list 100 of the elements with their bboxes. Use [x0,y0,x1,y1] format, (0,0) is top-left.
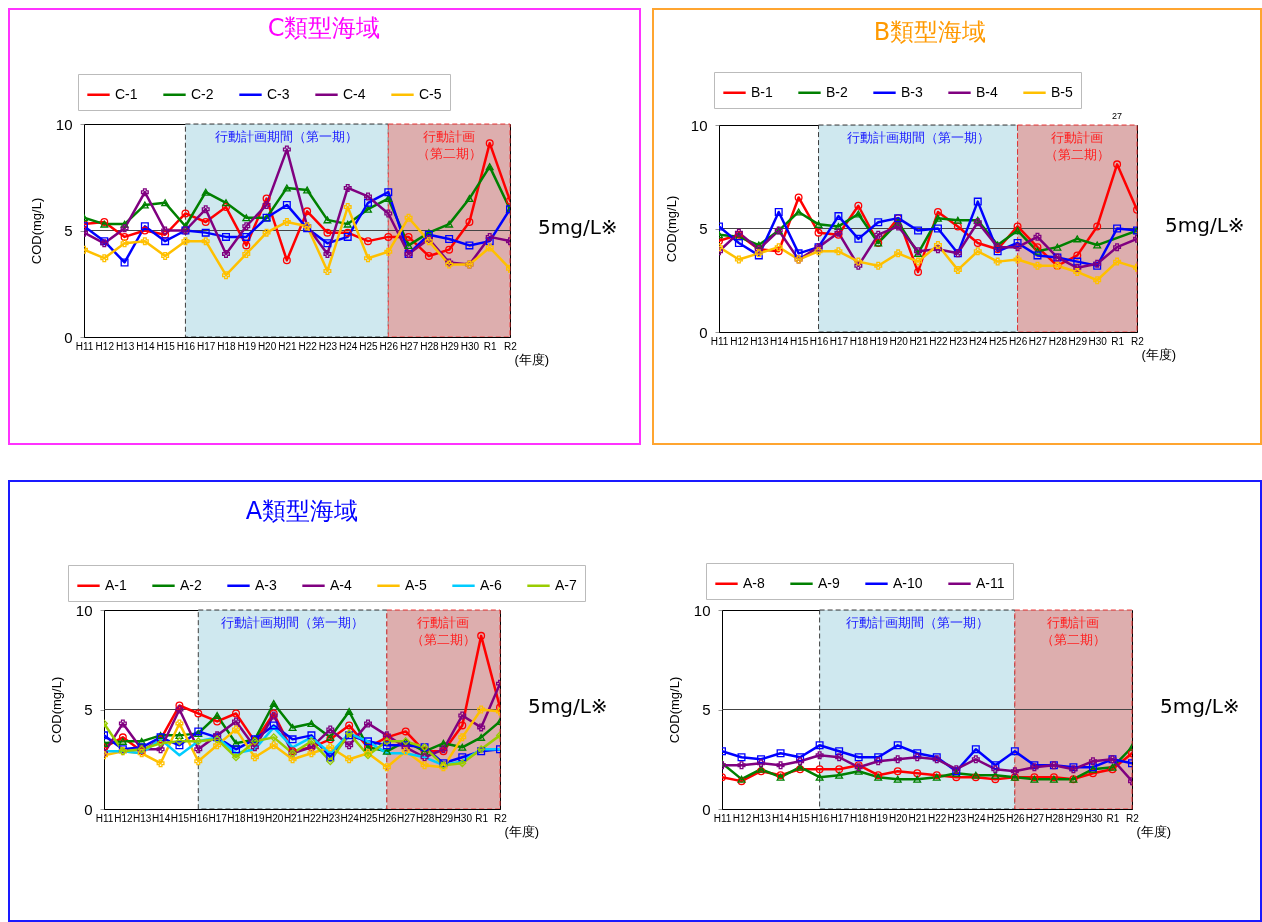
x-tick-label: H30 [453,812,473,824]
x-tick-label: H13 [133,812,152,824]
x-tick-label: H13 [115,340,135,352]
legend-label: A-1 [105,576,127,593]
x-tick-label: H27 [1025,812,1045,824]
x-tick-label: H14 [771,812,791,824]
x-tick-label: H25 [359,812,379,824]
x-tick-label: H24 [339,340,358,352]
x-tick-label: H23 [318,340,338,352]
band-label: 行動計画（第二期） [416,129,482,161]
x-tick-label: H19 [246,812,265,824]
x-tick-label: H23 [321,812,341,824]
x-tick-label: H28 [415,812,435,824]
legend-label: B-3 [901,83,923,100]
x-tick-label: H29 [1068,335,1088,347]
legend-label: A-7 [555,576,577,593]
ref-line-label: 5mg/L※ [1165,212,1245,237]
ref-line-label: 5mg/L※ [528,693,608,718]
legend-label: C-4 [343,85,366,102]
x-tick-label: H17 [208,812,228,824]
chart-title: C類型海域 [267,13,381,42]
x-tick-label: H30 [1088,335,1108,347]
x-tick-label: H17 [197,340,216,352]
y-tick-label: 10 [55,115,73,133]
y-axis-title: COD(mg/L) [48,676,64,744]
chart-title: B類型海域 [873,17,987,46]
legend-label: A-9 [818,574,840,591]
x-tick-label: R2 [494,812,508,824]
x-tick-label: R1 [483,340,498,352]
legend-label: A-3 [255,576,277,593]
x-tick-label: H27 [399,340,419,352]
band-label: 行動計画（第二期） [1040,615,1106,647]
x-tick-label: H18 [217,340,237,352]
x-tick-label: H16 [189,812,209,824]
x-tick-label: H26 [1008,335,1028,347]
x-tick-label: H20 [889,812,908,824]
x-tick-label: H29 [440,340,460,352]
x-tick-label: H22 [302,812,322,824]
x-tick-label: H19 [869,812,889,824]
y-tick-label: 5 [699,220,708,237]
legend-label: C-3 [267,85,290,102]
legend-label: B-1 [751,83,773,100]
x-tick-label: H15 [789,335,809,347]
y-tick-label: 0 [84,800,93,818]
band-label: 行動計画期間（第一期） [846,130,990,145]
x-tick-label: R2 [1131,335,1145,347]
x-tick-label: H28 [420,340,439,352]
x-tick-label: H14 [151,812,171,824]
y-tick-label: 0 [64,328,73,346]
x-tick-label: H22 [929,335,949,347]
x-tick-label: H12 [732,812,752,824]
y-axis-title: COD(mg/L) [666,676,682,744]
x-tick-label: H23 [949,335,968,347]
legend-label: C-5 [419,85,442,102]
x-tick-label: H24 [967,812,986,824]
x-tick-label: H16 [809,335,829,347]
legend-label: A-4 [330,576,352,593]
y-tick-label: 10 [693,601,711,619]
x-tick-label: H28 [1048,335,1068,347]
y-tick-label: 5 [64,222,73,239]
x-tick-label: H11 [95,812,114,824]
chart-title: A類型海域 [245,496,359,525]
legend-label: A-10 [893,574,923,591]
x-tick-label: H29 [1064,812,1084,824]
y-tick-label: 0 [702,800,711,818]
x-tick-label: H23 [947,812,967,824]
x-tick-label: H30 [1084,812,1104,824]
y-tick-label: 0 [699,323,708,341]
y-tick-label: 10 [75,601,93,619]
x-tick-label: H17 [830,812,850,824]
x-axis-title: (年度) [504,823,540,839]
y-tick-label: 5 [84,701,93,718]
x-tick-label: R2 [1126,812,1140,824]
x-tick-label: R1 [475,812,489,824]
x-tick-label: H11 [710,335,729,347]
x-tick-label: H28 [1045,812,1065,824]
x-tick-label: H29 [434,812,454,824]
x-tick-label: H21 [278,340,297,352]
x-axis-title: (年度) [1136,823,1172,839]
x-tick-label: H18 [849,335,869,347]
legend-label: C-2 [191,85,214,102]
x-tick-label: H15 [156,340,176,352]
x-tick-label: H15 [170,812,190,824]
y-axis-title: COD(mg/L) [28,197,44,265]
x-tick-label: H24 [969,335,988,347]
x-tick-label: H12 [95,340,115,352]
x-tick-label: H15 [791,812,811,824]
x-tick-label: H21 [283,812,303,824]
x-tick-label: H16 [176,340,196,352]
x-tick-label: H24 [340,812,360,824]
legend-label: B-5 [1051,83,1073,100]
x-tick-label: H13 [752,812,772,824]
x-tick-label: H20 [889,335,909,347]
x-tick-label: R1 [1111,335,1125,347]
legend-label: A-5 [405,576,427,593]
x-axis-title: (年度) [1141,346,1177,362]
band-label: 行動計画期間（第一期） [845,615,989,630]
band-label: 行動計画（第二期） [1044,130,1110,162]
legend-label: A-11 [976,574,1005,591]
x-tick-label: H16 [810,812,830,824]
